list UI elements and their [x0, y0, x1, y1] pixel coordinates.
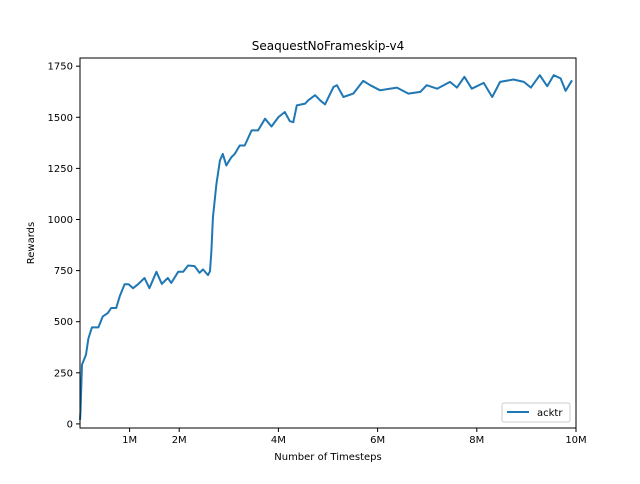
y-tick-label: 1000	[48, 215, 73, 226]
x-tick-label: 6M	[370, 435, 385, 446]
y-tick-label: 1750	[48, 62, 73, 73]
y-tick-label: 750	[54, 266, 73, 277]
x-tick-label: 4M	[271, 435, 286, 446]
x-tick-label: 1M	[122, 435, 137, 446]
legend: acktr	[501, 402, 571, 423]
legend-label-acktr: acktr	[537, 408, 563, 419]
x-axis-label: Number of Timesteps	[274, 452, 381, 463]
y-tick-label: 1500	[48, 113, 73, 124]
y-axis-label: Rewards	[26, 222, 37, 264]
x-tick-label: 2M	[172, 435, 187, 446]
series-line-acktr	[79, 74, 573, 420]
y-tick-label: 250	[54, 368, 73, 379]
legend-box	[501, 402, 571, 423]
y-tick-label: 1250	[48, 164, 73, 175]
y-tick-label: 500	[54, 317, 73, 328]
y-tick-label: 0	[67, 419, 73, 430]
x-tick-label: 8M	[469, 435, 484, 446]
x-tick-label: 10M	[565, 435, 586, 446]
chart-title: SeaquestNoFrameskip-v4	[252, 39, 405, 53]
plot-frame	[79, 57, 577, 429]
